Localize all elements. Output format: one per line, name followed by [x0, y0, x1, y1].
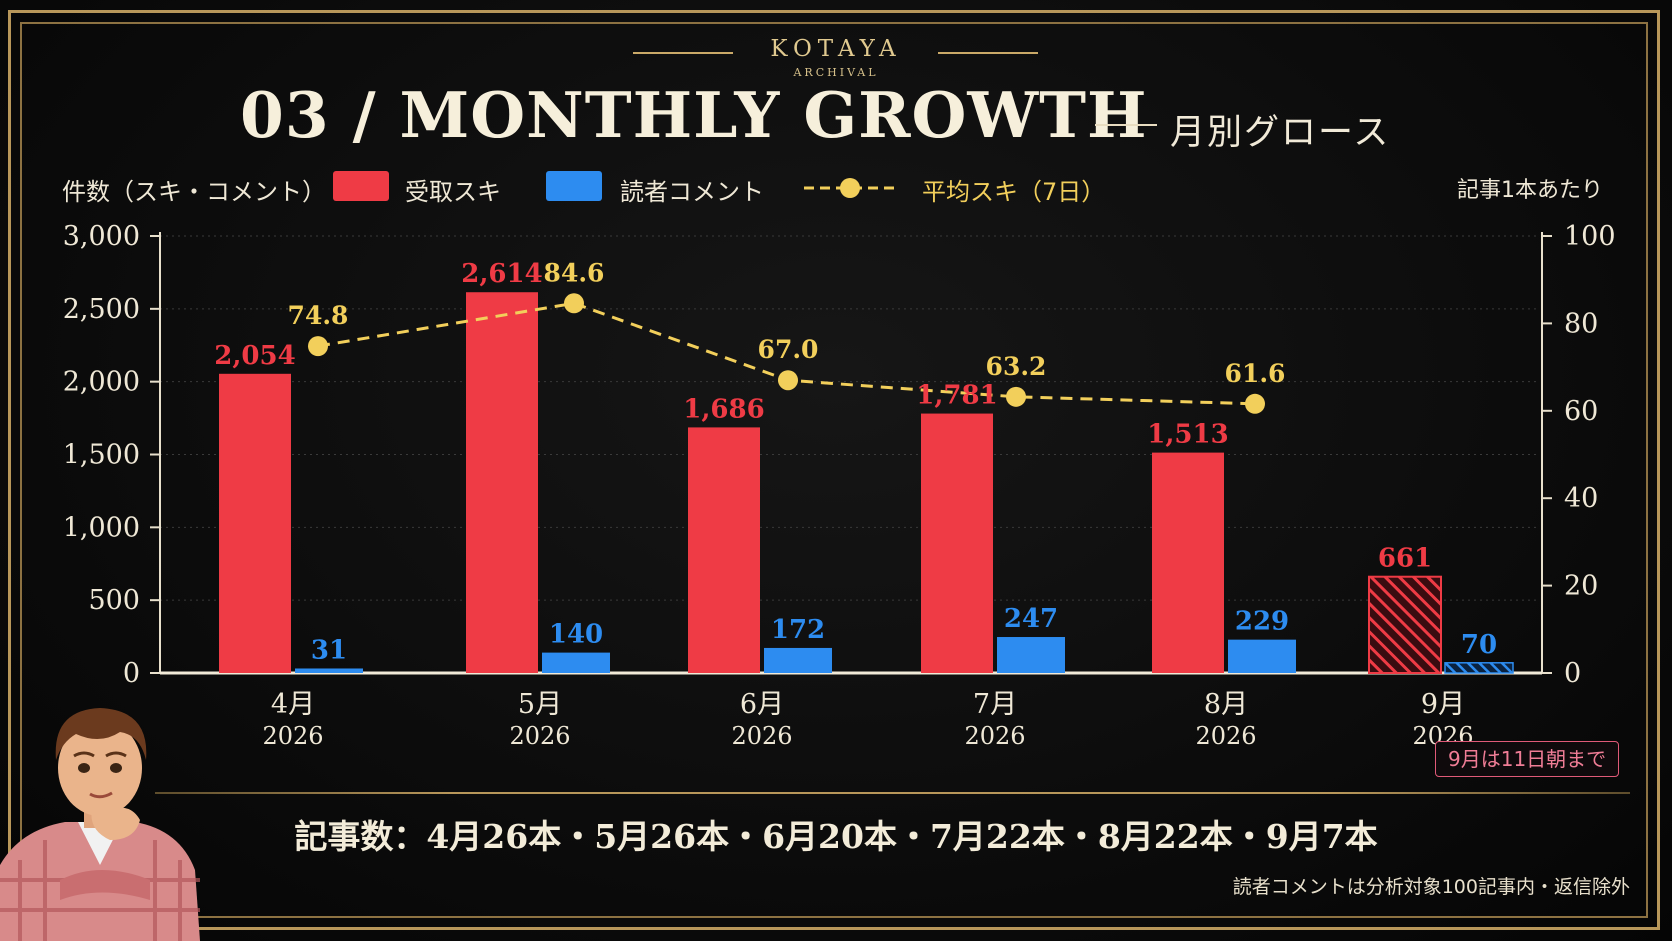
legend-comments-swatch — [546, 171, 602, 201]
comments-bar — [997, 637, 1065, 673]
left-tick-label: 2,000 — [63, 367, 140, 398]
likes-value-label: 2,054 — [214, 341, 295, 371]
comments-value-label: 229 — [1235, 607, 1289, 637]
average-value-label: 84.6 — [544, 258, 605, 287]
comments-value-label: 31 — [311, 635, 347, 665]
page-title: 03 / MONTHLY GROWTH — [240, 78, 1148, 152]
average-point — [564, 293, 584, 314]
brand-subtitle: ARCHIVAL — [793, 66, 879, 79]
average-point — [308, 336, 328, 357]
likes-value-label: 1,513 — [1147, 420, 1228, 450]
legend-comments-label: 読者コメント — [620, 178, 764, 206]
likes-bar — [466, 292, 538, 673]
left-tick-label: 0 — [123, 658, 140, 689]
comments-bar — [1444, 662, 1514, 674]
gold-divider — [155, 792, 1630, 794]
likes-value-label: 1,781 — [916, 381, 997, 411]
left-tick-label: 1,500 — [63, 440, 140, 471]
average-value-label: 63.2 — [986, 352, 1047, 381]
comments-value-label: 247 — [1004, 604, 1058, 634]
brand-rule-left — [633, 52, 733, 54]
average-point — [778, 370, 798, 391]
september-partial-note: 9月は11日朝まで — [1435, 741, 1620, 777]
left-tick-label: 500 — [88, 585, 140, 616]
x-category-label: 9月 — [1421, 689, 1465, 720]
right-tick-label: 0 — [1564, 658, 1581, 689]
legend-likes-swatch — [333, 171, 389, 201]
left-tick-label: 1,000 — [63, 512, 140, 543]
likes-bar — [921, 413, 993, 673]
x-category-label: 7月 — [973, 689, 1017, 720]
title-dash — [1095, 124, 1157, 126]
right-tick-label: 40 — [1564, 483, 1598, 514]
right-tick-label: 80 — [1564, 308, 1598, 339]
likes-bar — [219, 373, 291, 673]
comments-bar — [542, 652, 610, 673]
x-category-label: 6月 — [740, 689, 784, 720]
x-category-label: 5月 — [518, 689, 562, 720]
x-category-label: 8月 — [1204, 689, 1248, 720]
average-value-label: 61.6 — [1225, 359, 1286, 388]
comments-value-label: 172 — [771, 615, 825, 645]
likes-value-label: 1,686 — [683, 394, 764, 424]
comments-bar — [295, 668, 363, 673]
likes-bar — [1152, 452, 1224, 673]
legend-likes-label: 受取スキ — [405, 178, 501, 206]
inner-gold-frame — [20, 22, 1648, 918]
x-year-label: 2026 — [509, 722, 570, 750]
left-tick-label: 2,500 — [63, 294, 140, 325]
left-axis-title: 件数（スキ・コメント） — [62, 178, 326, 206]
likes-bar — [688, 427, 760, 673]
comments-value-label: 70 — [1461, 630, 1497, 660]
likes-value-label: 2,614 — [461, 259, 542, 289]
footnote: 読者コメントは分析対象100記事内・返信除外 — [1232, 876, 1630, 898]
comments-value-label: 140 — [549, 620, 603, 650]
brand-rule-right — [938, 52, 1038, 54]
right-tick-label: 60 — [1564, 396, 1598, 427]
x-year-label: 2026 — [731, 722, 792, 750]
brand-name: KOTAYA — [770, 36, 902, 62]
article-counts: 記事数：4月26本・5月26本・6月20本・7月22本・8月22本・9月7本 — [294, 817, 1378, 856]
avatar-illustration — [0, 708, 200, 941]
x-year-label: 2026 — [262, 722, 323, 750]
average-point — [1006, 386, 1026, 407]
left-tick-label: 3,000 — [63, 221, 140, 252]
average-value-label: 74.8 — [288, 301, 349, 330]
legend-average-label: 平均スキ（7日） — [922, 178, 1106, 206]
legend-average-line-icon — [804, 178, 896, 198]
x-year-label: 2026 — [964, 722, 1025, 750]
comments-bar — [1228, 639, 1296, 673]
right-axis-title: 記事1本あたり — [1457, 178, 1603, 203]
x-year-label: 2026 — [1195, 722, 1256, 750]
likes-value-label: 661 — [1378, 544, 1432, 574]
comments-bar — [764, 647, 832, 673]
page-title-japanese: 月別グロース — [1170, 113, 1391, 153]
average-value-label: 67.0 — [758, 335, 819, 364]
x-category-label: 4月 — [271, 689, 315, 720]
right-tick-label: 20 — [1564, 571, 1598, 602]
average-point — [1245, 393, 1265, 414]
likes-bar — [1368, 575, 1442, 675]
right-tick-label: 100 — [1564, 221, 1616, 252]
monthly-growth-chart: 0 500 1,000 1,500 2,000 2,500 3,000 0 20 40 60 80 10… — [63, 221, 1616, 750]
outer-gold-frame — [8, 10, 1660, 930]
